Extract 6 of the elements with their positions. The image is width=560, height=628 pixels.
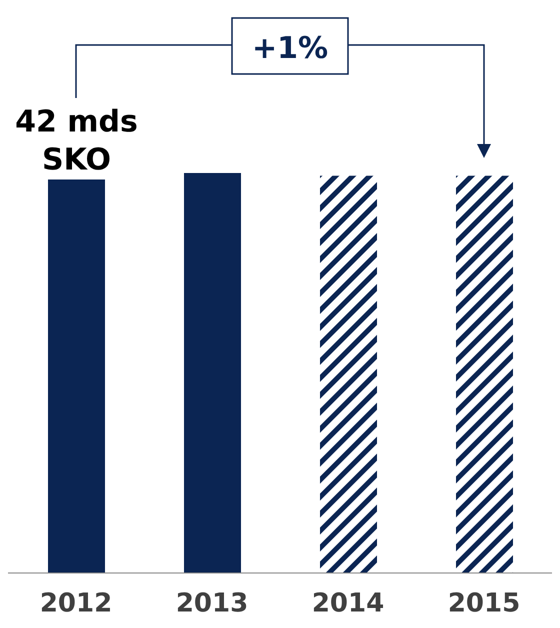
x-tick-label: 2013 <box>176 588 248 618</box>
x-tick-label: 2014 <box>312 588 384 618</box>
x-tick-label: 2012 <box>40 588 112 618</box>
x-tick-label: 2015 <box>448 588 520 618</box>
data-label: 42 mds SKO <box>15 104 138 178</box>
text: +1% <box>252 31 328 66</box>
